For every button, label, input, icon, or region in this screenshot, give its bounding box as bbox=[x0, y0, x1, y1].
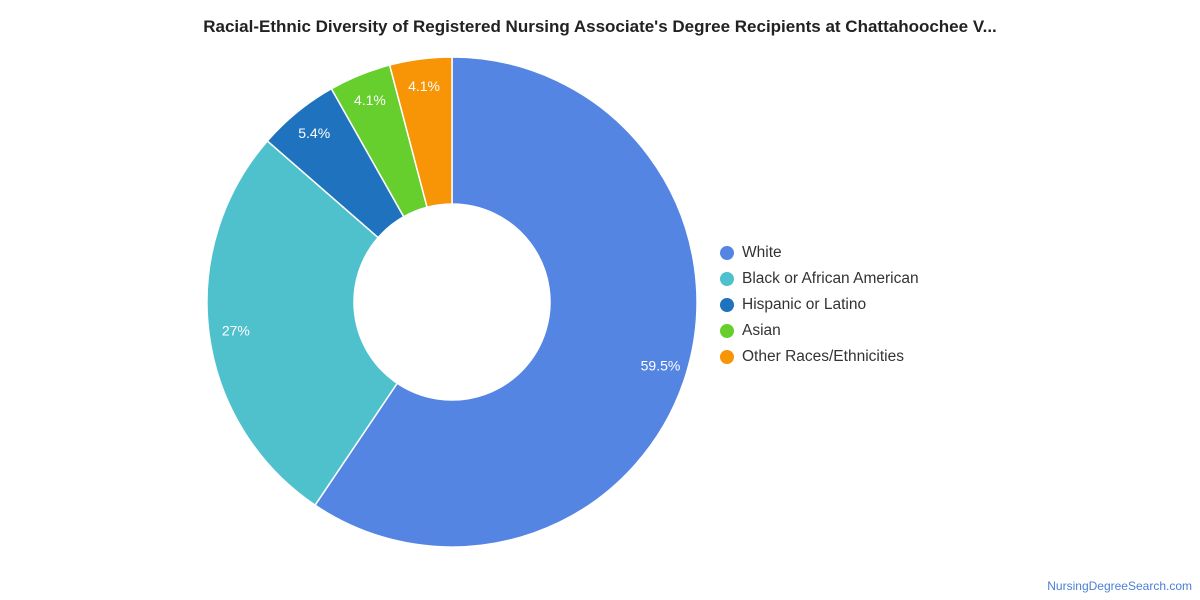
slice-label-hispanic-or-latino: 5.4% bbox=[298, 125, 330, 141]
legend-label-asian: Asian bbox=[742, 322, 781, 339]
slice-label-white: 59.5% bbox=[641, 358, 681, 374]
slice-value-labels: 59.5% 27% 5.4% 4.1% 4.1% bbox=[222, 78, 681, 374]
legend-swatch-other-races-ethnicities bbox=[720, 350, 734, 364]
legend-label-other-races-ethnicities: Other Races/Ethnicities bbox=[742, 348, 904, 365]
legend-item-black-or-african-american[interactable]: Black or African American bbox=[720, 266, 919, 292]
source-watermark[interactable]: NursingDegreeSearch.com bbox=[1047, 579, 1192, 593]
legend-label-black-or-african-american: Black or African American bbox=[742, 270, 919, 287]
legend-item-asian[interactable]: Asian bbox=[720, 318, 919, 344]
legend-item-other-races-ethnicities[interactable]: Other Races/Ethnicities bbox=[720, 344, 919, 370]
chart-title: Racial-Ethnic Diversity of Registered Nu… bbox=[203, 17, 997, 36]
legend-item-white[interactable]: White bbox=[720, 240, 919, 266]
legend-label-white: White bbox=[742, 244, 782, 261]
slice-black-or-african-american[interactable] bbox=[206, 139, 399, 507]
legend-item-hispanic-or-latino[interactable]: Hispanic or Latino bbox=[720, 292, 919, 318]
legend-swatch-hispanic-or-latino bbox=[720, 298, 734, 312]
slice-label-other-races-ethnicities: 4.1% bbox=[408, 78, 440, 94]
donut-slices bbox=[206, 56, 698, 548]
slice-white[interactable] bbox=[314, 56, 698, 548]
slice-other-races-ethnicities[interactable] bbox=[388, 56, 453, 209]
legend-swatch-white bbox=[720, 246, 734, 260]
legend-swatch-black-or-african-american bbox=[720, 272, 734, 286]
slice-label-asian: 4.1% bbox=[354, 92, 386, 108]
slice-label-black-or-african-american: 27% bbox=[222, 322, 250, 338]
legend: White Black or African American Hispanic… bbox=[720, 240, 919, 370]
legend-label-hispanic-or-latino: Hispanic or Latino bbox=[742, 296, 867, 313]
legend-swatch-asian bbox=[720, 324, 734, 338]
